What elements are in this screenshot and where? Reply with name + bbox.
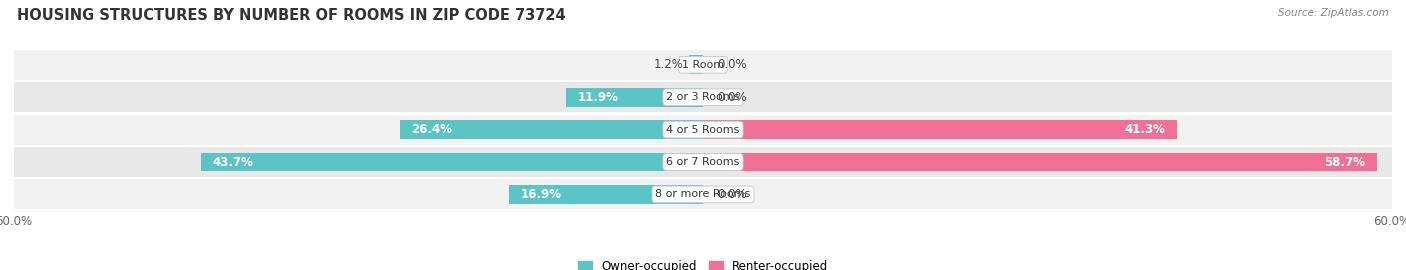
- Text: 41.3%: 41.3%: [1125, 123, 1166, 136]
- Bar: [703, 120, 1177, 139]
- Bar: [399, 120, 703, 139]
- Text: HOUSING STRUCTURES BY NUMBER OF ROOMS IN ZIP CODE 73724: HOUSING STRUCTURES BY NUMBER OF ROOMS IN…: [17, 8, 565, 23]
- Text: 1.2%: 1.2%: [654, 58, 683, 71]
- Text: 2 or 3 Rooms: 2 or 3 Rooms: [666, 92, 740, 102]
- Text: 6 or 7 Rooms: 6 or 7 Rooms: [666, 157, 740, 167]
- Bar: [14, 50, 1392, 80]
- Bar: [567, 88, 703, 107]
- Bar: [14, 82, 1392, 112]
- Text: 8 or more Rooms: 8 or more Rooms: [655, 189, 751, 200]
- Text: 26.4%: 26.4%: [412, 123, 453, 136]
- Text: 0.0%: 0.0%: [717, 188, 747, 201]
- Bar: [14, 180, 1392, 209]
- Text: 43.7%: 43.7%: [212, 156, 253, 168]
- Bar: [14, 147, 1392, 177]
- Bar: [703, 153, 1376, 171]
- Text: 16.9%: 16.9%: [520, 188, 561, 201]
- Bar: [201, 153, 703, 171]
- Text: Source: ZipAtlas.com: Source: ZipAtlas.com: [1278, 8, 1389, 18]
- Text: 4 or 5 Rooms: 4 or 5 Rooms: [666, 124, 740, 135]
- Bar: [14, 115, 1392, 144]
- Text: 0.0%: 0.0%: [717, 91, 747, 104]
- Legend: Owner-occupied, Renter-occupied: Owner-occupied, Renter-occupied: [578, 260, 828, 270]
- Text: 1 Room: 1 Room: [682, 60, 724, 70]
- Text: 11.9%: 11.9%: [578, 91, 619, 104]
- Text: 58.7%: 58.7%: [1324, 156, 1365, 168]
- Bar: [689, 55, 703, 74]
- Text: 0.0%: 0.0%: [717, 58, 747, 71]
- Bar: [509, 185, 703, 204]
